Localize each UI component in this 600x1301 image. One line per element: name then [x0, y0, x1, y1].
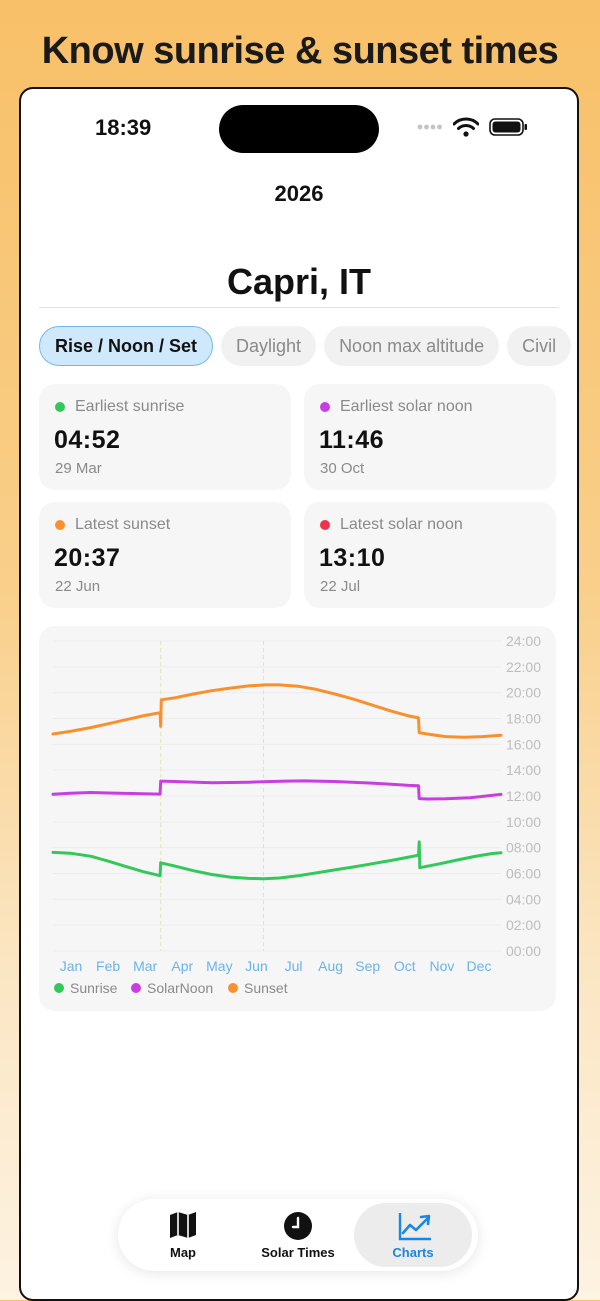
- tab-civil[interactable]: Civil: [507, 326, 572, 366]
- series-line-sunset: [51, 683, 503, 739]
- series-line-sunrise: [51, 840, 503, 881]
- y-tick-label: 04:00: [506, 891, 541, 907]
- y-tick-label: 10:00: [506, 814, 541, 830]
- series-line-solarnoon: [51, 779, 503, 801]
- card-label: Latest solar noon: [340, 516, 463, 533]
- y-tick-label: 18:00: [506, 711, 541, 727]
- status-time: 18:39: [95, 115, 152, 140]
- card-value: 04:52: [54, 426, 121, 454]
- legend-label: SolarNoon: [147, 980, 213, 996]
- y-tick-label: 08:00: [506, 840, 541, 856]
- card-earliest-sunrise: Earliest sunrise 04:52 29 Mar: [39, 384, 291, 490]
- legend-dot-sunset: [228, 983, 238, 993]
- bottom-tab-bar: Map Solar Times Charts: [118, 1199, 478, 1271]
- tab-charts[interactable]: Charts: [354, 1203, 472, 1267]
- x-tick-label: Jul: [285, 958, 303, 974]
- chart-card: 24:00 22:00 20:00 18:00 16:00 14:00 12:00 10:00…: [39, 626, 556, 1011]
- card-latest-solar-noon: Latest solar noon 13:10 22 Jul: [304, 502, 556, 608]
- legend-label: Sunset: [244, 980, 288, 996]
- status-dot: [320, 520, 330, 530]
- status-dot: [55, 520, 65, 530]
- y-tick-label: 22:00: [506, 659, 541, 675]
- x-tick-label: Dec: [467, 958, 492, 974]
- y-tick-label: 16:00: [506, 736, 541, 752]
- x-tick-label: Oct: [394, 958, 416, 974]
- year-title[interactable]: 2026: [274, 181, 324, 206]
- y-tick-label: 00:00: [506, 943, 541, 959]
- promo-headline: Know sunrise & sunset times: [41, 30, 559, 72]
- tab-map-label: Map: [170, 1245, 196, 1260]
- map-icon: [170, 1212, 196, 1238]
- rise-noon-set-chart[interactable]: 24:00 22:00 20:00 18:00 16:00 14:00 12:00 10:00…: [39, 626, 556, 1011]
- card-date: 22 Jun: [55, 578, 101, 595]
- wifi-icon: [453, 117, 479, 137]
- card-latest-sunset: Latest sunset 20:37 22 Jun: [39, 502, 291, 608]
- x-tick-label: Mar: [133, 958, 157, 974]
- legend-dot-solarnoon: [131, 983, 141, 993]
- card-value: 11:46: [319, 426, 385, 454]
- tab-daylight[interactable]: Daylight: [221, 326, 317, 366]
- divider: [39, 307, 559, 308]
- x-tick-label: Apr: [171, 958, 193, 974]
- dynamic-island: [219, 105, 379, 153]
- card-label: Latest sunset: [75, 516, 171, 533]
- card-date: 29 Mar: [55, 460, 102, 477]
- y-tick-label: 06:00: [506, 866, 541, 882]
- y-tick-label: 24:00: [506, 633, 541, 649]
- tab-solar-times-label: Solar Times: [261, 1245, 335, 1260]
- status-dot: [320, 402, 330, 412]
- legend-dot-sunrise: [54, 983, 64, 993]
- y-tick-label: 20:00: [506, 685, 541, 701]
- battery-icon: [489, 118, 527, 136]
- tab-solar-times[interactable]: Solar Times: [239, 1203, 357, 1267]
- x-tick-label: Jan: [60, 958, 83, 974]
- x-tick-label: Sep: [355, 958, 380, 974]
- x-tick-label: Aug: [318, 958, 343, 974]
- card-date: 22 Jul: [320, 578, 361, 595]
- clock-icon: [284, 1212, 312, 1240]
- tab-noon-max-altitude[interactable]: Noon max altitude: [324, 326, 500, 366]
- card-label: Earliest sunrise: [75, 398, 185, 415]
- card-value: 20:37: [54, 544, 121, 572]
- y-tick-label: 14:00: [506, 762, 541, 778]
- x-tick-label: Jun: [245, 958, 268, 974]
- y-tick-label: 12:00: [506, 788, 541, 804]
- phone-screen: 18:39 2026 Capri, IT Rise / Noon / Set Da…: [19, 87, 579, 1301]
- y-tick-label: 02:00: [506, 917, 541, 933]
- card-value: 13:10: [319, 544, 386, 572]
- status-dot: [55, 402, 65, 412]
- tab-rise-noon-set[interactable]: Rise / Noon / Set: [39, 326, 214, 366]
- x-tick-label: Feb: [96, 958, 120, 974]
- x-tick-label: Nov: [429, 958, 454, 974]
- tab-map[interactable]: Map: [124, 1203, 242, 1267]
- card-label: Earliest solar noon: [340, 398, 473, 415]
- x-tick-label: May: [206, 958, 232, 974]
- tab-charts-label: Charts: [392, 1245, 434, 1260]
- location-title[interactable]: Capri, IT: [226, 261, 372, 302]
- card-date: 30 Oct: [320, 460, 365, 477]
- chart-tabs: Rise / Noon / Set Daylight Noon max altitu…: [39, 326, 577, 368]
- card-earliest-solar-noon: Earliest solar noon 11:46 30 Oct: [304, 384, 556, 490]
- legend-label: Sunrise: [70, 980, 118, 996]
- status-icons: [417, 117, 529, 137]
- signal-icon: [417, 124, 442, 130]
- chart-icon: [398, 1213, 431, 1241]
